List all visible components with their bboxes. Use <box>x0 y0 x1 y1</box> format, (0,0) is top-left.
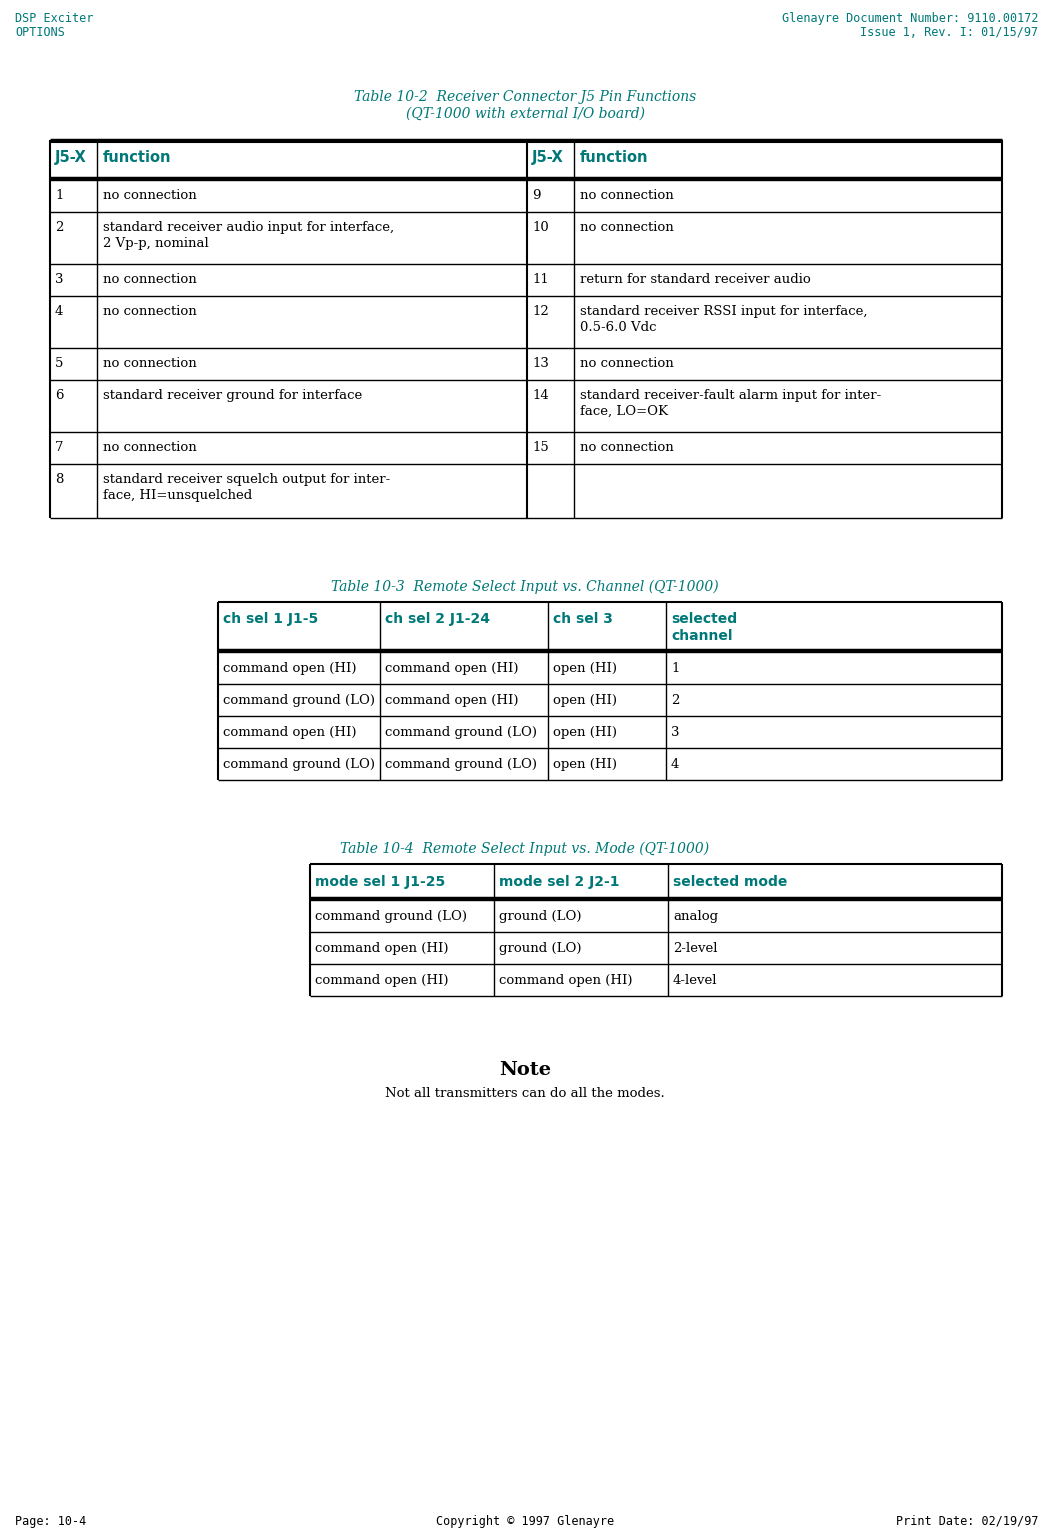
Text: open (HI): open (HI) <box>553 662 617 675</box>
Text: command open (HI): command open (HI) <box>385 695 519 707</box>
Text: 2: 2 <box>671 695 679 707</box>
Text: Issue 1, Rev. I: 01/15/97: Issue 1, Rev. I: 01/15/97 <box>860 26 1038 38</box>
Text: function: function <box>103 151 171 164</box>
Text: Page: 10-4: Page: 10-4 <box>15 1515 86 1528</box>
Text: command open (HI): command open (HI) <box>499 974 632 987</box>
Text: command ground (LO): command ground (LO) <box>385 725 537 739</box>
Text: ground (LO): ground (LO) <box>499 942 582 954</box>
Text: selected
channel: selected channel <box>671 612 737 644</box>
Text: command ground (LO): command ground (LO) <box>315 910 467 924</box>
Text: ch sel 1 J1-5: ch sel 1 J1-5 <box>223 612 318 626</box>
Text: Copyright © 1997 Glenayre: Copyright © 1997 Glenayre <box>436 1515 614 1528</box>
Text: ch sel 3: ch sel 3 <box>553 612 613 626</box>
Text: DSP Exciter: DSP Exciter <box>15 12 93 25</box>
Text: Print Date: 02/19/97: Print Date: 02/19/97 <box>896 1515 1038 1528</box>
Text: 4: 4 <box>671 758 679 772</box>
Text: no connection: no connection <box>580 357 674 370</box>
Text: no connection: no connection <box>103 304 196 318</box>
Text: 14: 14 <box>532 389 549 403</box>
Text: J5-X: J5-X <box>55 151 87 164</box>
Text: 6: 6 <box>55 389 63 403</box>
Text: 15: 15 <box>532 441 549 453</box>
Text: 7: 7 <box>55 441 63 453</box>
Text: no connection: no connection <box>103 357 196 370</box>
Text: 3: 3 <box>671 725 679 739</box>
Text: 13: 13 <box>532 357 549 370</box>
Text: command open (HI): command open (HI) <box>223 725 357 739</box>
Text: open (HI): open (HI) <box>553 725 617 739</box>
Text: standard receiver squelch output for inter-
face, HI=unsquelched: standard receiver squelch output for int… <box>103 473 391 503</box>
Text: Glenayre Document Number: 9110.00172: Glenayre Document Number: 9110.00172 <box>781 12 1038 25</box>
Text: 5: 5 <box>55 357 63 370</box>
Text: 10: 10 <box>532 221 549 234</box>
Text: 8: 8 <box>55 473 63 486</box>
Text: standard receiver-fault alarm input for inter-
face, LO=OK: standard receiver-fault alarm input for … <box>580 389 881 418</box>
Text: function: function <box>580 151 649 164</box>
Text: analog: analog <box>673 910 718 924</box>
Text: (QT-1000 with external I/O board): (QT-1000 with external I/O board) <box>405 108 645 121</box>
Text: no connection: no connection <box>580 441 674 453</box>
Text: no connection: no connection <box>580 221 674 234</box>
Text: standard receiver ground for interface: standard receiver ground for interface <box>103 389 362 403</box>
Text: OPTIONS: OPTIONS <box>15 26 65 38</box>
Text: no connection: no connection <box>103 274 196 286</box>
Text: J5-X: J5-X <box>532 151 564 164</box>
Text: command ground (LO): command ground (LO) <box>223 758 375 772</box>
Text: command open (HI): command open (HI) <box>315 974 448 987</box>
Text: 4: 4 <box>55 304 63 318</box>
Text: open (HI): open (HI) <box>553 758 617 772</box>
Text: 1: 1 <box>55 189 63 201</box>
Text: mode sel 1 J1-25: mode sel 1 J1-25 <box>315 875 445 888</box>
Text: Table 10-2  Receiver Connector J5 Pin Functions: Table 10-2 Receiver Connector J5 Pin Fun… <box>354 91 696 105</box>
Text: 9: 9 <box>532 189 541 201</box>
Text: no connection: no connection <box>103 441 196 453</box>
Text: Not all transmitters can do all the modes.: Not all transmitters can do all the mode… <box>385 1087 665 1100</box>
Text: ch sel 2 J1-24: ch sel 2 J1-24 <box>385 612 490 626</box>
Text: no connection: no connection <box>103 189 196 201</box>
Text: 3: 3 <box>55 274 63 286</box>
Text: 2: 2 <box>55 221 63 234</box>
Text: command open (HI): command open (HI) <box>385 662 519 675</box>
Text: Table 10-4  Remote Select Input vs. Mode (QT-1000): Table 10-4 Remote Select Input vs. Mode … <box>340 842 710 856</box>
Text: standard receiver RSSI input for interface,
0.5-6.0 Vdc: standard receiver RSSI input for interfa… <box>580 304 867 334</box>
Text: command open (HI): command open (HI) <box>223 662 357 675</box>
Text: open (HI): open (HI) <box>553 695 617 707</box>
Text: command open (HI): command open (HI) <box>315 942 448 954</box>
Text: Note: Note <box>499 1061 551 1079</box>
Text: 11: 11 <box>532 274 549 286</box>
Text: 12: 12 <box>532 304 549 318</box>
Text: 1: 1 <box>671 662 679 675</box>
Text: command ground (LO): command ground (LO) <box>223 695 375 707</box>
Text: mode sel 2 J2-1: mode sel 2 J2-1 <box>499 875 620 888</box>
Text: command ground (LO): command ground (LO) <box>385 758 537 772</box>
Text: 4-level: 4-level <box>673 974 717 987</box>
Text: return for standard receiver audio: return for standard receiver audio <box>580 274 811 286</box>
Text: Table 10-3  Remote Select Input vs. Channel (QT-1000): Table 10-3 Remote Select Input vs. Chann… <box>331 579 719 595</box>
Text: no connection: no connection <box>580 189 674 201</box>
Text: ground (LO): ground (LO) <box>499 910 582 924</box>
Text: 2-level: 2-level <box>673 942 717 954</box>
Text: selected mode: selected mode <box>673 875 788 888</box>
Text: standard receiver audio input for interface,
2 Vp-p, nominal: standard receiver audio input for interf… <box>103 221 394 251</box>
